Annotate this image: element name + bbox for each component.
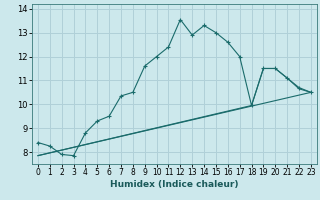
X-axis label: Humidex (Indice chaleur): Humidex (Indice chaleur)	[110, 180, 239, 189]
